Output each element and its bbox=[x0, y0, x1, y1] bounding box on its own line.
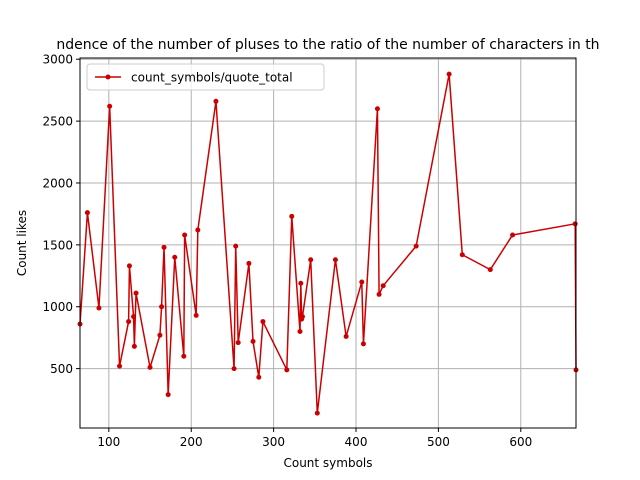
data-point bbox=[133, 290, 139, 296]
data-point bbox=[181, 353, 187, 359]
data-point bbox=[360, 341, 366, 347]
data-point bbox=[289, 213, 295, 219]
data-point bbox=[314, 410, 320, 416]
data-point bbox=[308, 257, 314, 263]
axis-ticks: 100 200 300 400 500 600 500 1000 1500 2000 2500 300… bbox=[42, 53, 532, 449]
y-tick-label: 500 bbox=[50, 362, 73, 376]
data-point bbox=[172, 254, 178, 260]
series-line bbox=[79, 73, 577, 414]
data-point bbox=[165, 392, 171, 398]
data-point bbox=[298, 280, 304, 286]
legend: count_symbols/quote_total bbox=[86, 63, 325, 91]
data-point bbox=[193, 312, 199, 318]
plot-frame bbox=[79, 57, 577, 429]
x-tick-label: 400 bbox=[345, 435, 368, 449]
x-axis-label: Count symbols bbox=[283, 456, 372, 470]
data-point bbox=[510, 232, 516, 238]
data-point bbox=[159, 304, 165, 310]
x-tick-label: 600 bbox=[509, 435, 532, 449]
legend-marker-swatch bbox=[105, 74, 111, 80]
data-point bbox=[343, 333, 349, 339]
y-tick-label: 2000 bbox=[42, 176, 73, 190]
data-point bbox=[374, 106, 380, 112]
data-point bbox=[235, 340, 241, 346]
data-point bbox=[231, 366, 237, 372]
data-point bbox=[459, 252, 465, 258]
data-point bbox=[233, 243, 239, 249]
data-point bbox=[84, 210, 90, 216]
series-layer bbox=[77, 71, 579, 416]
data-point bbox=[157, 332, 163, 338]
legend-label: count_symbols/quote_total bbox=[131, 71, 293, 85]
data-point bbox=[213, 98, 219, 104]
data-point bbox=[126, 319, 132, 325]
data-point bbox=[147, 364, 153, 370]
x-tick-label: 100 bbox=[97, 435, 120, 449]
data-point bbox=[96, 305, 102, 311]
data-point bbox=[446, 71, 452, 77]
data-point bbox=[117, 363, 123, 369]
data-point bbox=[380, 283, 386, 289]
data-point bbox=[332, 257, 338, 263]
x-tick-label: 200 bbox=[180, 435, 203, 449]
y-tick-label: 2500 bbox=[42, 115, 73, 129]
y-tick-label: 1500 bbox=[42, 238, 73, 252]
data-point bbox=[413, 243, 419, 249]
data-point bbox=[131, 314, 137, 320]
data-point bbox=[182, 232, 188, 238]
data-point bbox=[131, 343, 137, 349]
data-point bbox=[359, 279, 365, 285]
data-point bbox=[284, 367, 290, 373]
legend-box bbox=[86, 63, 325, 91]
data-point bbox=[299, 314, 305, 320]
y-tick-label: 3000 bbox=[42, 53, 73, 67]
plot-area bbox=[80, 58, 576, 428]
data-point bbox=[107, 103, 113, 109]
data-point bbox=[572, 221, 578, 227]
data-point bbox=[297, 328, 303, 334]
data-point bbox=[246, 260, 252, 266]
data-point bbox=[256, 374, 262, 380]
data-point bbox=[250, 338, 256, 344]
data-point bbox=[126, 263, 132, 269]
x-tick-label: 300 bbox=[262, 435, 285, 449]
data-point bbox=[487, 267, 493, 273]
data-point bbox=[161, 244, 167, 250]
x-tick-label: 500 bbox=[427, 435, 450, 449]
data-point bbox=[376, 291, 382, 297]
chart-title: ndence of the number of pluses to the ra… bbox=[56, 37, 599, 53]
y-tick-label: 1000 bbox=[42, 300, 73, 314]
data-point bbox=[260, 319, 266, 325]
data-point bbox=[195, 227, 201, 233]
y-axis-label: Count likes bbox=[15, 210, 29, 276]
